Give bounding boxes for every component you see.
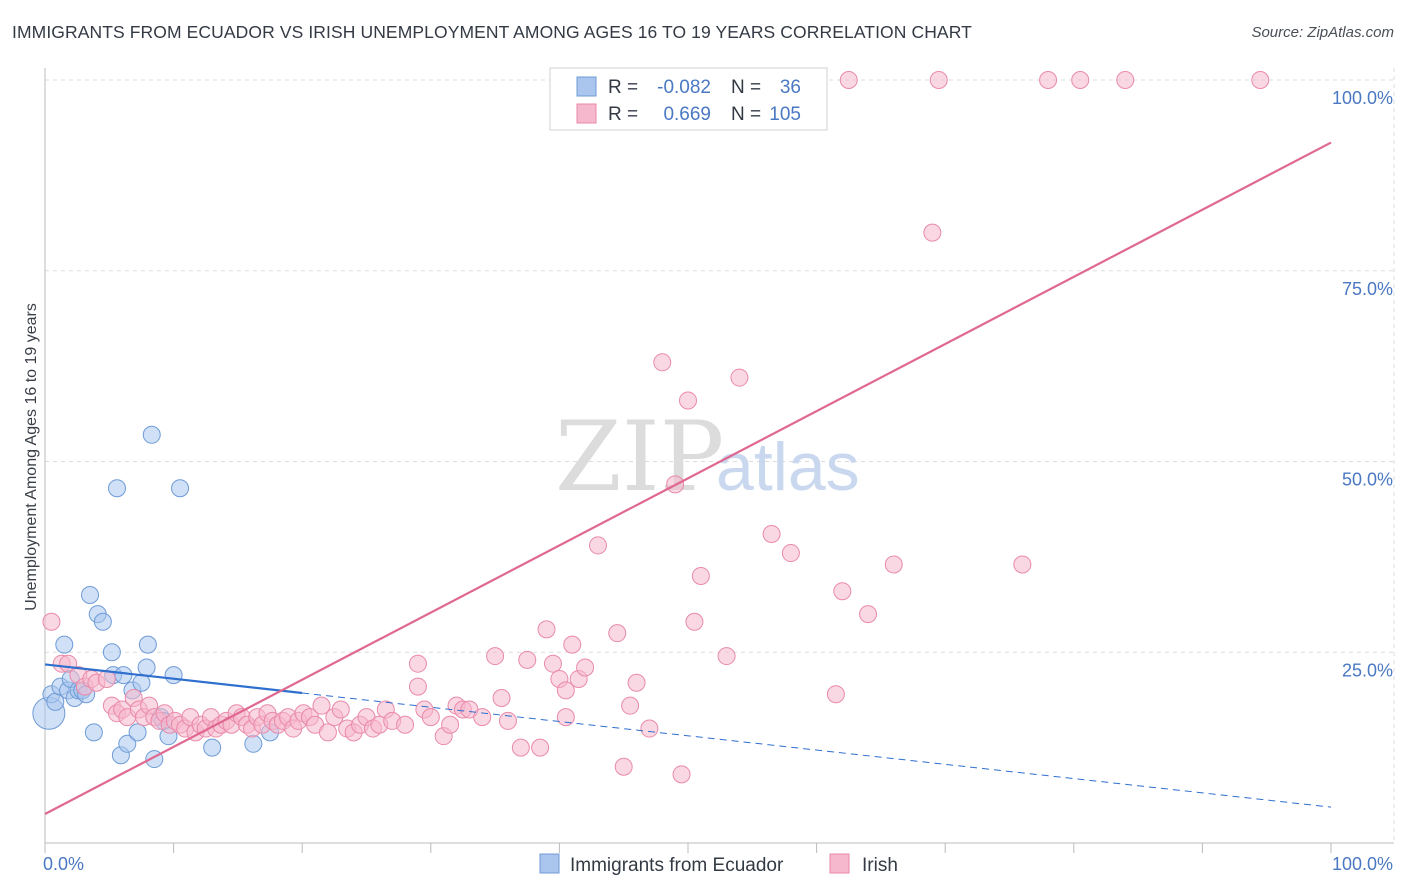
irish-point <box>408 677 427 696</box>
irish-trend-line <box>44 141 1332 815</box>
ecuador-trend-dashed <box>302 692 1332 808</box>
irish-point <box>826 685 845 704</box>
irish-point <box>531 738 550 757</box>
irish-point <box>511 738 530 757</box>
y-tick-label-75: 75.0% <box>1342 279 1393 299</box>
irish-point <box>331 700 350 719</box>
irish-point <box>884 555 903 574</box>
ecuador-point <box>102 643 121 662</box>
irish-point <box>486 647 505 666</box>
bottom-legend-swatch-ecuador <box>539 853 560 874</box>
trend-lines <box>44 141 1332 815</box>
legend-r-label-1: R = <box>608 77 638 98</box>
legend-n-label-1: N = <box>731 77 761 98</box>
irish-point <box>923 223 942 242</box>
ecuador-point <box>138 635 157 654</box>
y-tick-label-50: 50.0% <box>1342 470 1393 490</box>
ecuador-point <box>114 666 133 685</box>
irish-point <box>1251 71 1270 89</box>
irish-point <box>929 71 948 89</box>
irish-point <box>318 723 337 742</box>
ecuador-point <box>171 479 190 498</box>
irish-point <box>1039 71 1058 89</box>
irish-point <box>556 681 575 700</box>
irish-point <box>518 650 537 669</box>
bottom-legend-swatch-irish <box>829 853 850 874</box>
irish-point <box>762 524 781 543</box>
irish-point <box>679 391 697 410</box>
irish-point <box>492 689 511 708</box>
ecuador-point <box>55 635 74 654</box>
ecuador-point <box>118 734 137 753</box>
irish-point <box>537 620 556 639</box>
irish-point <box>396 715 415 734</box>
y-axis-title: Unemployment Among Ages 16 to 19 years <box>23 303 40 611</box>
legend-n-value-ecuador: 36 <box>780 77 801 98</box>
irish-point <box>441 715 460 734</box>
x-tick-label-max: 100.0% <box>1332 854 1393 874</box>
irish-point <box>543 654 562 673</box>
ecuador-point <box>81 586 100 605</box>
irish-point <box>691 566 710 585</box>
irish-point <box>556 708 575 727</box>
ecuador-point <box>203 738 222 757</box>
stats-legend: R = -0.082 N = 36 R = 0.669 N = 105 <box>549 67 828 131</box>
legend-r-label-2: R = <box>608 104 638 125</box>
irish-point <box>717 647 736 666</box>
irish-point <box>421 708 440 727</box>
irish-point <box>1071 71 1090 89</box>
chart-source: Source: ZipAtlas.com <box>1251 24 1394 41</box>
tick-labels: 25.0% 50.0% 75.0% 100.0% 0.0% 100.0% <box>43 88 1393 874</box>
ecuador-point <box>142 425 161 444</box>
ecuador-point <box>108 479 127 498</box>
irish-point <box>839 71 858 89</box>
irish-point <box>42 612 61 631</box>
watermark-zip: ZIP <box>555 401 724 513</box>
irish-point <box>833 582 852 601</box>
irish-point <box>1013 555 1032 574</box>
irish-point <box>640 719 659 738</box>
irish-point <box>859 605 878 624</box>
ecuador-point <box>93 612 112 631</box>
legend-swatch-ecuador <box>576 76 597 97</box>
legend-r-value-ecuador: -0.082 <box>657 77 711 98</box>
irish-point <box>627 673 646 692</box>
legend-n-label-2: N = <box>731 104 761 125</box>
legend-r-value-irish: 0.669 <box>663 104 711 125</box>
irish-point <box>621 696 640 715</box>
chart-title: IMMIGRANTS FROM ECUADOR VS IRISH UNEMPLO… <box>12 22 972 42</box>
watermark: ZIP atlas <box>555 401 860 513</box>
ecuador-point <box>164 666 183 685</box>
irish-point <box>672 765 691 784</box>
irish-point <box>781 544 800 563</box>
irish-point <box>473 708 492 727</box>
bottom-legend-label-ecuador: Immigrants from Ecuador <box>570 855 784 876</box>
irish-point <box>608 624 627 643</box>
irish-point <box>685 612 704 631</box>
irish-point <box>730 368 749 387</box>
ecuador-trend-solid <box>44 663 303 695</box>
series-legend: Immigrants from Ecuador Irish <box>539 853 898 876</box>
bottom-legend-label-irish: Irish <box>862 855 898 876</box>
ecuador-point <box>244 734 263 753</box>
x-tick-label-min: 0.0% <box>43 854 84 874</box>
irish-point <box>614 757 633 776</box>
ecuador-point <box>84 723 103 742</box>
irish-point <box>653 353 672 372</box>
irish-point <box>1116 71 1135 89</box>
ecuador-point <box>137 658 156 677</box>
y-tick-label-100: 100.0% <box>1332 88 1393 108</box>
legend-swatch-irish <box>576 103 597 124</box>
irish-point <box>576 658 595 677</box>
legend-n-value-irish: 105 <box>769 104 801 125</box>
irish-point <box>312 696 331 715</box>
irish-point <box>408 654 427 673</box>
ecuador-point <box>128 723 147 742</box>
irish-point <box>563 635 582 654</box>
watermark-atlas: atlas <box>716 429 860 505</box>
y-tick-label-25: 25.0% <box>1342 660 1393 680</box>
irish-point <box>498 711 517 730</box>
irish-point <box>588 536 607 555</box>
